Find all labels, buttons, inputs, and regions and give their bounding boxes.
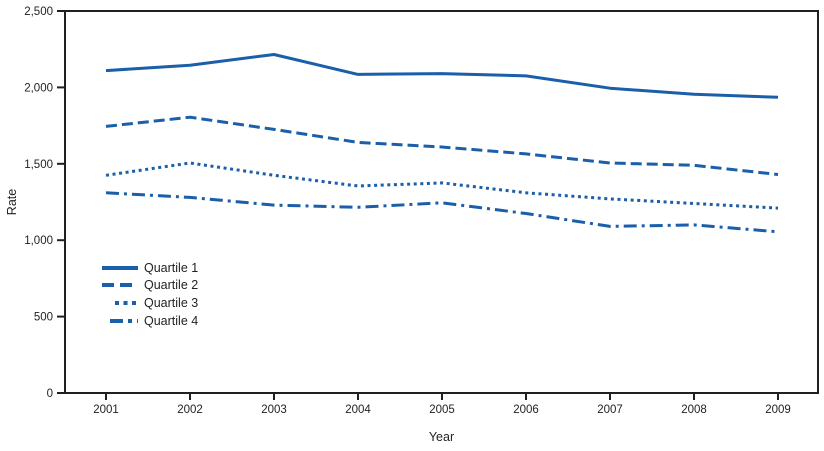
x-axis-title: Year	[429, 430, 454, 444]
y-tick-label: 1,500	[24, 159, 53, 171]
y-tick-label: 2,500	[24, 6, 53, 18]
x-tick-label: 2009	[765, 404, 791, 416]
x-tick-label: 2001	[93, 404, 119, 416]
x-tick-label: 2007	[597, 404, 623, 416]
y-axis-title: Rate	[5, 189, 19, 215]
y-tick-label: 2,000	[24, 82, 53, 94]
series-line-quartile-1	[105, 53, 779, 99]
legend-swatch-quartile-2	[102, 283, 138, 288]
legend-swatch-quartile-1	[102, 265, 138, 270]
x-tick-label: 2006	[513, 404, 539, 416]
x-tick-label: 2003	[261, 404, 287, 416]
y-tick-label: 500	[34, 312, 53, 324]
series-line-quartile-4	[105, 191, 779, 234]
legend-label: Quartile 2	[144, 278, 199, 293]
legend-label: Quartile 4	[144, 313, 199, 328]
y-tick-label: 0	[47, 388, 53, 400]
legend-item-quartile-3: Quartile 3	[100, 294, 198, 312]
legend-swatch-quartile-3	[115, 300, 138, 305]
legend-item-quartile-2: Quartile 2	[100, 277, 198, 295]
legend-item-quartile-4: Quartile 4	[100, 312, 198, 330]
x-tick-label: 2008	[681, 404, 707, 416]
x-tick-label: 2004	[345, 404, 371, 416]
legend-label: Quartile 3	[144, 295, 199, 310]
x-tick-label: 2005	[429, 404, 455, 416]
chart-legend: Quartile 1 Quartile 2 Quartile 3 Quartil…	[100, 259, 198, 329]
legend-item-quartile-1: Quartile 1	[100, 259, 198, 277]
legend-label: Quartile 1	[144, 260, 199, 275]
x-tick-label: 2002	[177, 404, 203, 416]
plot-border	[64, 10, 819, 394]
series-line-quartile-2	[105, 115, 779, 176]
y-tick-label: 1,000	[24, 235, 53, 247]
series-line-quartile-3	[105, 161, 779, 210]
legend-swatch-quartile-4	[110, 318, 138, 323]
